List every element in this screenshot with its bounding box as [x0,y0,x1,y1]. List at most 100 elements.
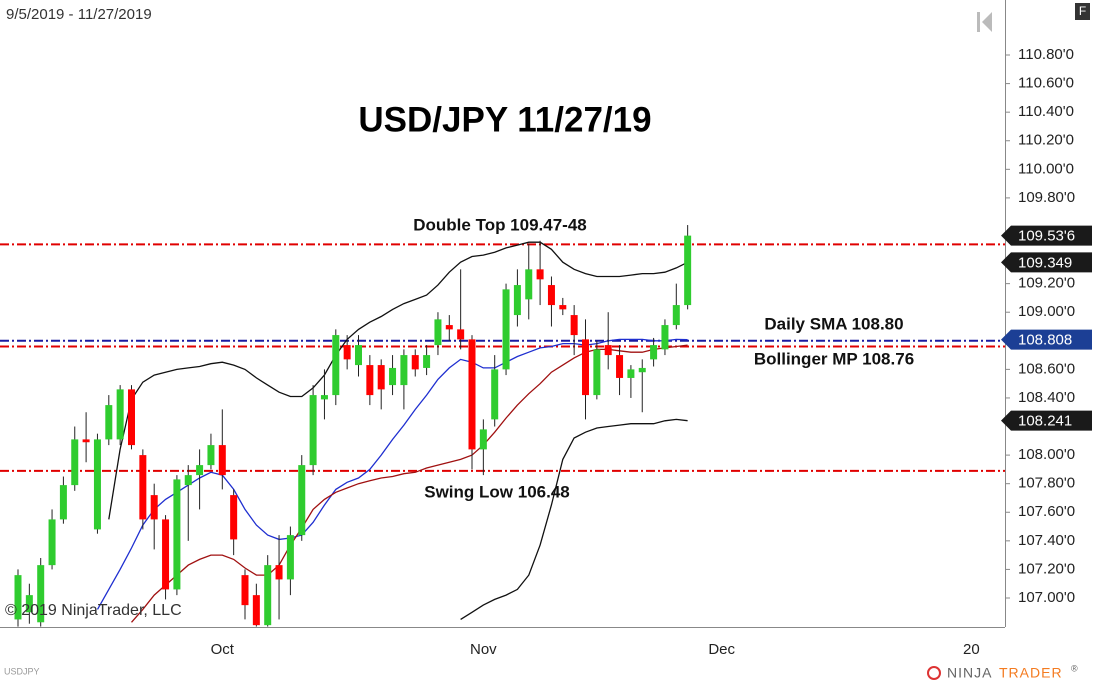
copyright: © 2019 NinjaTrader, LLC [5,602,182,619]
candle-body [230,495,238,540]
indicator-line [108,241,688,520]
price-marker [1001,410,1092,431]
candle-body [332,335,340,396]
f-button-label: F [1079,4,1086,18]
candle-body [286,535,294,580]
y-tick-label: 109.80'0 [1018,189,1075,206]
y-tick-label: 110.80'0 [1018,46,1074,63]
candle-body [252,595,260,626]
logo: NINJA TRADER ® [927,663,1078,681]
reference-label: Bollinger MP 108.76 [754,349,914,368]
candle-body [525,269,533,300]
candle-body [559,305,567,310]
candle-body [241,575,249,606]
y-tick-label: 109.00'0 [1018,303,1075,320]
candle-body [184,475,192,486]
y-tick-label: 108.40'0 [1018,389,1075,406]
y-tick-label: 107.60'0 [1018,503,1075,520]
candle-body [309,395,317,466]
reference-label: Swing Low 106.48 [424,482,570,501]
candle-body [616,355,624,378]
reference-label: Double Top 109.47-48 [413,215,587,234]
y-tick-label: 107.80'0 [1018,475,1075,492]
candle-body [547,285,555,306]
reference-label: Daily SMA 108.80 [764,314,903,333]
y-tick-label: 110.60'0 [1018,75,1074,92]
candle-body [59,485,67,520]
x-tick-label: Oct [211,641,235,658]
candle-body [377,365,385,390]
price-marker-label: 108.808 [1018,332,1072,349]
price-marker [1001,225,1092,246]
price-marker-label: 109.53'6 [1018,228,1075,245]
plot-area [0,225,1005,627]
candle-body [570,315,578,336]
candle-body [320,395,328,400]
price-marker [1001,252,1092,273]
candle-body [411,355,419,370]
y-tick-label: 107.40'0 [1018,532,1075,549]
candle-body [366,365,374,396]
candle-body [604,345,612,356]
candle-body [93,439,101,530]
indicator-line [460,418,688,620]
price-marker-label: 108.241 [1018,413,1072,430]
candle-body [48,519,56,566]
candle-body [389,367,397,386]
candle-body [434,319,442,346]
chart-title: USD/JPY 11/27/19 [358,100,651,139]
candle-body [684,235,692,306]
candle-body [207,445,215,466]
y-tick-label: 110.40'0 [1018,103,1074,120]
candle-body [593,349,601,396]
x-tick-label: 20 [963,641,980,658]
f-button[interactable]: F [1075,3,1090,20]
candle-body [196,465,204,476]
f-button-box [1075,3,1090,20]
back-icon-bar [977,12,980,32]
candle-body [400,355,408,386]
candle-body [264,565,272,626]
indicator-line [96,338,688,610]
candle-body [650,345,658,360]
logo-left: NINJA [947,665,992,681]
candle-body [423,355,431,368]
y-tick-label: 110.00'0 [1018,160,1074,177]
y-tick-label: 107.00'0 [1018,589,1075,606]
candle-body [82,439,90,443]
candle-body [355,345,362,366]
back-icon-arrow [982,12,992,32]
candle-body [139,455,147,520]
candle-body [150,495,158,520]
candle-body [536,269,544,280]
candle-body [513,285,521,316]
candle-body [116,389,124,440]
candle-body [627,369,635,378]
candle-body [298,465,306,536]
candle-body [502,289,510,370]
price-marker-label: 109.349 [1018,254,1072,271]
overlay: 110.80'0 110.60'0 110.40'0 110.20'0 110.00'0… [211,46,1092,658]
candle-body [218,445,226,476]
x-tick-label: Nov [470,641,497,658]
y-tick-label: 107.20'0 [1018,560,1075,577]
x-tick-label: Dec [708,641,735,658]
candle-body [275,565,283,580]
y-tick-label: 108.60'0 [1018,360,1075,377]
candle-body [638,367,646,373]
back-button[interactable] [977,12,992,32]
candle-body [343,345,351,360]
y-tick-label: 110.20'0 [1018,132,1074,149]
candle-body [105,405,113,440]
y-tick-label: 108.00'0 [1018,446,1075,463]
logo-icon [927,666,941,680]
logo-mark: ® [1071,663,1078,673]
candle-body [491,369,499,420]
candle-body [445,325,453,330]
candle-body [14,575,22,620]
symbol: USDJPY [4,666,40,676]
candle-body [162,519,170,590]
candle-body [468,339,476,450]
date-range: 9/5/2019 - 11/27/2019 [6,6,152,23]
